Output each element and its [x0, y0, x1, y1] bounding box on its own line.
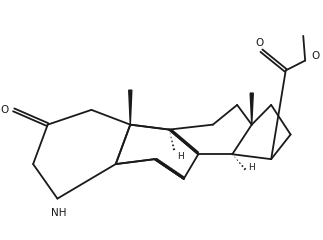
Polygon shape [129, 90, 132, 125]
Text: O: O [1, 105, 9, 115]
Text: NH: NH [51, 208, 67, 218]
Text: O: O [256, 38, 264, 48]
Polygon shape [250, 93, 253, 125]
Text: O: O [311, 51, 320, 61]
Text: H: H [248, 163, 255, 172]
Text: H: H [177, 152, 184, 161]
